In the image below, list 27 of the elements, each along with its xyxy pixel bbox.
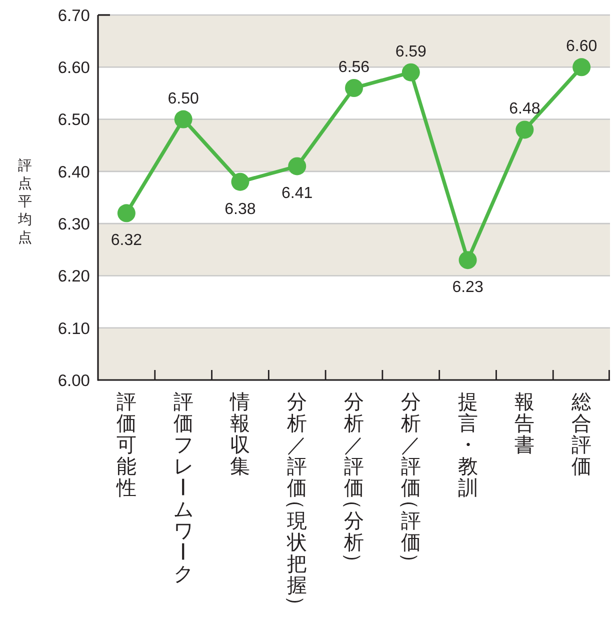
x-label: 総合評価 (572, 392, 592, 478)
ytick-label: 6.50 (58, 111, 90, 130)
ytick-label: 6.10 (58, 320, 90, 338)
data-label: 6.48 (509, 100, 540, 118)
data-label: 6.59 (395, 43, 426, 60)
ytick-label: 6.40 (58, 163, 90, 182)
data-label: 6.41 (282, 185, 313, 202)
x-label: 分析／評価（分析） (341, 392, 364, 573)
x-label: 情報収集 (230, 392, 250, 478)
ytick-label: 6.30 (58, 216, 90, 234)
data-label: 6.32 (110, 232, 142, 250)
x-label: 提言・教訓 (458, 392, 478, 500)
data-label: 6.23 (452, 279, 484, 296)
ytick-label: 6.60 (58, 59, 90, 78)
x-label: 評価フレームワーク (170, 392, 194, 586)
data-label: 6.38 (224, 200, 256, 218)
ytick-label: 6.70 (58, 6, 90, 25)
data-label: 6.50 (168, 90, 199, 108)
ylabel: 評点平均点 (18, 156, 32, 245)
x-label: 分析／評価（現状把握） (284, 392, 308, 616)
data-label: 6.56 (338, 59, 370, 76)
ytick-label: 6.20 (58, 268, 90, 286)
ytick-label: 6.00 (58, 372, 90, 390)
x-label: 報告書 (514, 392, 535, 457)
x-label: 評価可能性 (116, 392, 136, 500)
data-label: 6.60 (566, 38, 598, 56)
x-label: 分析／評価（評価） (398, 392, 421, 573)
